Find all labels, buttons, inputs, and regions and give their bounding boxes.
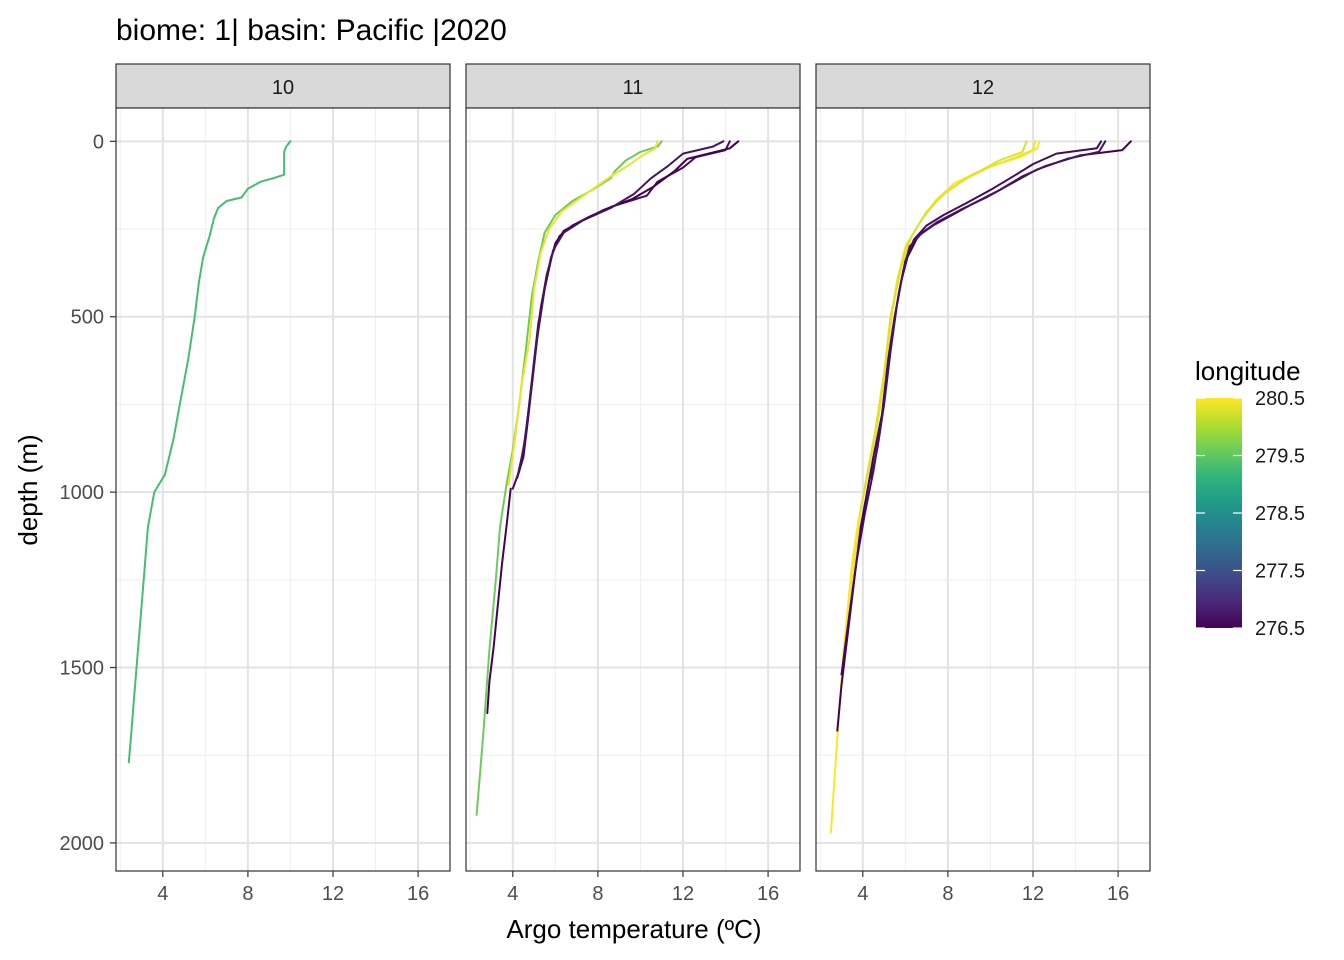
x-tick-label: 16 [1107, 883, 1129, 905]
x-tick-label: 4 [857, 883, 868, 905]
facet-strip [815, 63, 1151, 109]
x-tick-label: 4 [507, 883, 518, 905]
y-tick-label: 1500 [60, 658, 105, 680]
legend-ticks: 280.5 279.5 278.5 277.5 276.5 [1196, 388, 1305, 640]
legend-tick-label: 280.5 [1255, 388, 1305, 410]
x-tick-label: 8 [592, 883, 603, 905]
x-tick-label: 12 [672, 883, 694, 905]
panel-border [815, 107, 1151, 872]
panel-background [816, 108, 1150, 871]
panel-border [465, 107, 801, 872]
panel-background [466, 108, 800, 871]
series-line [516, 140, 725, 480]
x-tick-label: 8 [942, 883, 953, 905]
y-tick-label: 0 [93, 131, 104, 153]
x-axis-title: Argo temperature (ºC) [506, 914, 761, 944]
facet-strip [465, 63, 801, 109]
legend-tick-label: 277.5 [1255, 561, 1305, 583]
legend-tick-label: 276.5 [1255, 618, 1305, 640]
x-tick-label: 12 [322, 883, 344, 905]
y-tick-label: 1000 [60, 482, 105, 504]
series-line [859, 140, 1028, 511]
legend: longitude 280.5 279.5 278.5 277.5 276.5 [1195, 356, 1305, 640]
facet-strip-label: 10 [272, 77, 294, 99]
x-tick-label: 8 [242, 883, 253, 905]
chart-title: biome: 1| basin: Pacific |2020 [116, 14, 507, 47]
legend-tick-label: 279.5 [1255, 446, 1305, 468]
panel-border [115, 107, 451, 872]
facet-panel-10: 10 4 8 12 16 0 500 1000 1500 2000 [60, 63, 451, 905]
facet-strip-label: 12 [972, 77, 994, 99]
legend-tick-label: 278.5 [1255, 503, 1305, 525]
facet-strip [115, 63, 451, 109]
facet-panel-12: 12 4 8 12 16 [815, 63, 1151, 905]
series-line [486, 487, 512, 715]
facet-panels: 10 4 8 12 16 0 500 1000 1500 2000 11 4 8 12 16 12 4 8 12 16 [60, 63, 1151, 905]
y-tick-label: 500 [71, 307, 104, 329]
legend-title: longitude [1195, 356, 1301, 386]
y-axis-title: depth (m) [13, 434, 43, 545]
facet-strip-label: 11 [623, 77, 644, 99]
x-tick-label: 16 [757, 883, 779, 905]
x-tick-label: 16 [407, 883, 429, 905]
series-line [507, 140, 659, 487]
y-tick-label: 2000 [60, 833, 105, 855]
x-tick-label: 4 [157, 883, 168, 905]
series-line [870, 140, 1107, 480]
series-line [127, 140, 292, 764]
facet-panel-11: 11 4 8 12 16 [465, 63, 801, 905]
x-tick-label: 12 [1022, 883, 1044, 905]
panel-background [116, 108, 450, 871]
